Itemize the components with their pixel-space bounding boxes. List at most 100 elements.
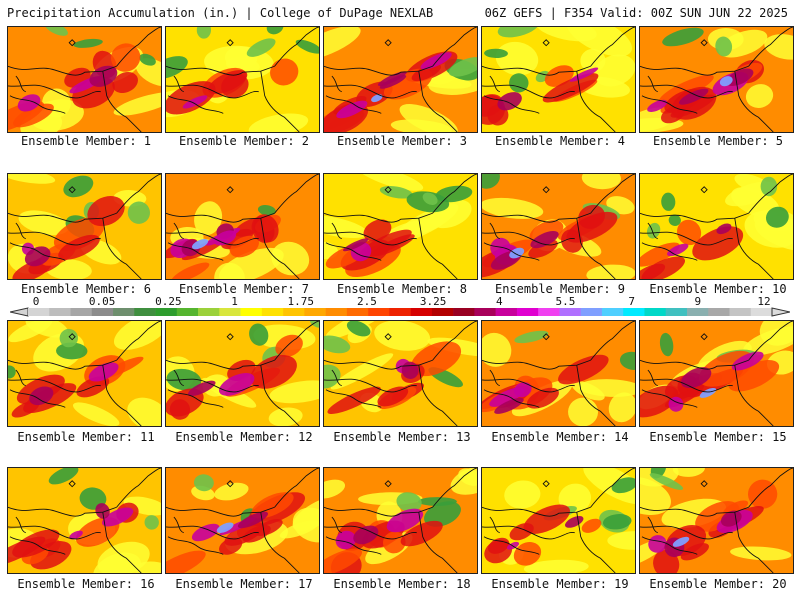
precip-map xyxy=(166,321,319,426)
member-label: Ensemble Member: 18 xyxy=(333,577,471,591)
title-right: 06Z GEFS | F354 Valid: 00Z SUN JUN 22 20… xyxy=(484,6,788,20)
colorbar-segment xyxy=(750,308,773,316)
member-label: Ensemble Member: 19 xyxy=(491,577,629,591)
colorbar-tick-label: 2.5 xyxy=(357,296,377,308)
colorbar-segment xyxy=(389,308,411,316)
precip-map xyxy=(166,174,319,279)
precip-map xyxy=(8,174,161,279)
colorbar-segment xyxy=(601,308,624,316)
precip-map xyxy=(640,27,793,132)
ensemble-panel xyxy=(165,26,320,133)
member-label: Ensemble Member: 11 xyxy=(17,430,155,444)
colorbar-tick-label: 4 xyxy=(496,296,503,308)
colorbar-segment xyxy=(559,308,581,316)
colorbar-segment xyxy=(134,308,156,316)
colorbar-tick-label: 0.05 xyxy=(89,296,116,308)
colorbar-segment xyxy=(198,308,220,316)
member-label: Ensemble Member: 15 xyxy=(649,430,787,444)
colorbar-segment xyxy=(538,308,560,316)
colorbar-segment xyxy=(261,308,284,316)
ensemble-panel xyxy=(639,467,794,574)
colorbar-segment xyxy=(431,308,454,316)
colorbar-tick-label: 0 xyxy=(33,296,40,308)
colorbar-segment xyxy=(729,308,752,316)
member-label: Ensemble Member: 4 xyxy=(494,134,626,148)
colorbar-segment xyxy=(623,308,645,316)
colorbar-tick-label: 1.75 xyxy=(287,296,314,308)
ensemble-panel xyxy=(639,26,794,133)
member-label: Ensemble Member: 17 xyxy=(175,577,313,591)
member-label: Ensemble Member: 16 xyxy=(17,577,155,591)
colorbar-tick-label: 1 xyxy=(231,296,238,308)
ensemble-panel xyxy=(481,173,636,280)
ensemble-panel xyxy=(165,467,320,574)
colorbar-tick-label: 7 xyxy=(628,296,635,308)
ensemble-panel xyxy=(7,320,162,427)
precip-map xyxy=(324,174,477,279)
ensemble-panel xyxy=(7,173,162,280)
precip-map xyxy=(8,27,161,132)
colorbar-segment xyxy=(91,308,114,316)
ensemble-panel xyxy=(165,173,320,280)
member-label: Ensemble Member: 6 xyxy=(20,282,152,296)
colorbar-segment xyxy=(176,308,199,316)
colorbar-segment xyxy=(686,308,709,316)
ensemble-panel xyxy=(639,320,794,427)
ensemble-panel xyxy=(323,320,478,427)
ensemble-panel xyxy=(639,173,794,280)
member-label: Ensemble Member: 9 xyxy=(494,282,626,296)
precip-map xyxy=(324,321,477,426)
colorbar-segment xyxy=(453,308,475,316)
colorbar-segment xyxy=(474,308,496,316)
colorbar-segment xyxy=(283,308,305,316)
colorbar-segment xyxy=(516,308,539,316)
member-label: Ensemble Member: 7 xyxy=(178,282,310,296)
precip-map xyxy=(640,174,793,279)
precip-map xyxy=(640,468,793,573)
colorbar-segment xyxy=(219,308,241,316)
colorbar-segment xyxy=(155,308,178,316)
colorbar-segment xyxy=(708,308,730,316)
colorbar-tick-label: 9 xyxy=(695,296,702,308)
precip-map xyxy=(482,27,635,132)
precip-map xyxy=(8,321,161,426)
ensemble-panel xyxy=(481,320,636,427)
precip-map xyxy=(166,468,319,573)
colorbar-tick-label: 12 xyxy=(757,296,770,308)
ensemble-panel xyxy=(165,320,320,427)
colorbar-segment xyxy=(410,308,433,316)
member-label: Ensemble Member: 3 xyxy=(336,134,468,148)
precip-map xyxy=(8,468,161,573)
member-label: Ensemble Member: 8 xyxy=(336,282,468,296)
colorbar-tick-label: 5.5 xyxy=(556,296,576,308)
colorbar-segment xyxy=(70,308,93,316)
member-label: Ensemble Member: 20 xyxy=(649,577,787,591)
ensemble-panel xyxy=(7,26,162,133)
title-left: Precipitation Accumulation (in.) | Colle… xyxy=(7,6,434,20)
member-label: Ensemble Member: 1 xyxy=(20,134,152,148)
member-label: Ensemble Member: 10 xyxy=(649,282,787,296)
colorbar-segment xyxy=(28,308,50,316)
precip-map xyxy=(640,321,793,426)
colorbar-segment xyxy=(113,308,135,316)
colorbar-segment xyxy=(304,308,326,316)
colorbar-segment xyxy=(346,308,369,316)
member-label: Ensemble Member: 13 xyxy=(333,430,471,444)
colorbar-arrow-left xyxy=(10,307,29,317)
colorbar-segment xyxy=(580,308,603,316)
member-label: Ensemble Member: 12 xyxy=(175,430,313,444)
ensemble-panel xyxy=(323,467,478,574)
colorbar-tick-label: 3.25 xyxy=(420,296,447,308)
precip-map xyxy=(166,27,319,132)
colorbar-segment xyxy=(368,308,390,316)
precip-map xyxy=(324,27,477,132)
member-label: Ensemble Member: 5 xyxy=(652,134,784,148)
member-label: Ensemble Member: 2 xyxy=(178,134,310,148)
colorbar-tick-label: 0.25 xyxy=(155,296,182,308)
precip-map xyxy=(482,468,635,573)
precip-map xyxy=(482,174,635,279)
colorbar-segment xyxy=(495,308,518,316)
colorbar-segment xyxy=(325,308,348,316)
ensemble-panel xyxy=(7,467,162,574)
colorbar-segment xyxy=(240,308,263,316)
